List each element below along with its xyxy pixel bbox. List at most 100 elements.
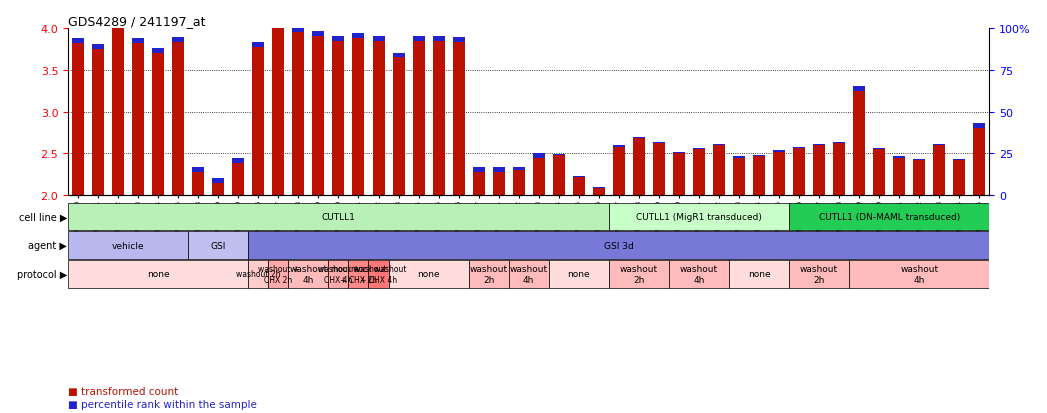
Bar <box>333 36 344 41</box>
Text: washout
4h: washout 4h <box>289 264 328 284</box>
Bar <box>432 42 445 196</box>
Bar <box>213 183 224 196</box>
Bar <box>152 49 164 54</box>
Bar <box>593 188 605 189</box>
Bar <box>573 177 585 196</box>
Bar <box>329 261 349 288</box>
Bar <box>693 149 705 150</box>
Bar <box>549 261 609 288</box>
Bar <box>609 261 669 288</box>
Text: washout
2h: washout 2h <box>470 264 508 284</box>
Bar <box>393 54 404 58</box>
Bar <box>152 54 164 196</box>
Bar <box>733 157 745 158</box>
Text: none: none <box>748 270 771 279</box>
Bar <box>68 261 248 288</box>
Bar <box>933 145 945 146</box>
Text: GDS4289 / 241197_at: GDS4289 / 241197_at <box>68 15 205 28</box>
Bar <box>873 150 886 196</box>
Bar <box>853 86 865 91</box>
Bar <box>693 150 705 196</box>
Bar <box>369 261 388 288</box>
Text: washout
2h: washout 2h <box>800 264 839 284</box>
Bar <box>913 161 926 196</box>
Bar <box>432 37 445 42</box>
Bar <box>713 145 725 146</box>
Bar <box>612 146 625 147</box>
Text: CUTLL1 (MigR1 transduced): CUTLL1 (MigR1 transduced) <box>636 212 762 221</box>
Bar <box>373 37 384 42</box>
Bar <box>272 29 285 196</box>
Bar <box>974 129 985 196</box>
Bar <box>172 43 184 196</box>
Bar <box>609 203 789 230</box>
Bar <box>513 167 525 171</box>
Text: CUTLL1 (DN-MAML transduced): CUTLL1 (DN-MAML transduced) <box>819 212 960 221</box>
Text: vehicle: vehicle <box>112 241 144 250</box>
Bar <box>669 261 729 288</box>
Bar <box>393 58 404 196</box>
Bar <box>288 261 329 288</box>
Bar <box>373 42 384 196</box>
Bar <box>252 43 264 48</box>
Bar <box>333 41 344 196</box>
Bar <box>773 152 785 196</box>
Bar <box>533 153 544 158</box>
Bar <box>893 157 906 158</box>
Bar <box>789 203 989 230</box>
Bar <box>349 261 369 288</box>
Bar <box>132 39 144 44</box>
Bar <box>513 171 525 196</box>
Bar <box>252 48 264 196</box>
Bar <box>248 232 989 259</box>
Bar <box>794 148 805 149</box>
Bar <box>213 178 224 183</box>
Bar <box>933 146 945 196</box>
Text: none: none <box>567 270 591 279</box>
Text: washout
4h: washout 4h <box>510 264 548 284</box>
Bar <box>388 261 469 288</box>
Bar <box>553 154 564 156</box>
Bar <box>814 145 825 146</box>
Bar <box>753 155 765 157</box>
Text: cell line ▶: cell line ▶ <box>19 212 67 222</box>
Bar <box>833 144 845 196</box>
Text: washout
2h: washout 2h <box>620 264 658 284</box>
Bar <box>673 153 685 154</box>
Bar <box>794 149 805 196</box>
Text: ■ transformed count: ■ transformed count <box>68 387 178 396</box>
Bar <box>452 43 465 196</box>
Bar <box>954 161 965 196</box>
Bar <box>653 144 665 196</box>
Bar <box>849 261 989 288</box>
Bar <box>413 42 425 196</box>
Text: none: none <box>418 270 440 279</box>
Bar <box>653 143 665 144</box>
Bar <box>472 172 485 196</box>
Bar <box>913 159 926 161</box>
Bar <box>268 261 288 288</box>
Text: washout
4h: washout 4h <box>680 264 718 284</box>
Bar <box>493 172 505 196</box>
Bar <box>112 24 125 29</box>
Bar <box>68 203 609 230</box>
Text: none: none <box>147 270 170 279</box>
Bar <box>632 138 645 139</box>
Bar <box>469 261 509 288</box>
Bar <box>353 34 364 39</box>
Text: agent ▶: agent ▶ <box>28 240 67 251</box>
Bar <box>248 261 268 288</box>
Bar <box>533 158 544 196</box>
Bar <box>232 164 244 196</box>
Text: GSI: GSI <box>210 241 226 250</box>
Bar <box>612 147 625 196</box>
Bar <box>312 37 325 196</box>
Bar <box>72 44 84 196</box>
Text: GSI 3d: GSI 3d <box>604 241 633 250</box>
Bar <box>553 156 564 196</box>
Text: ■ percentile rank within the sample: ■ percentile rank within the sample <box>68 399 257 409</box>
Bar <box>833 143 845 144</box>
Bar <box>353 39 364 196</box>
Bar <box>753 157 765 196</box>
Bar <box>132 44 144 196</box>
